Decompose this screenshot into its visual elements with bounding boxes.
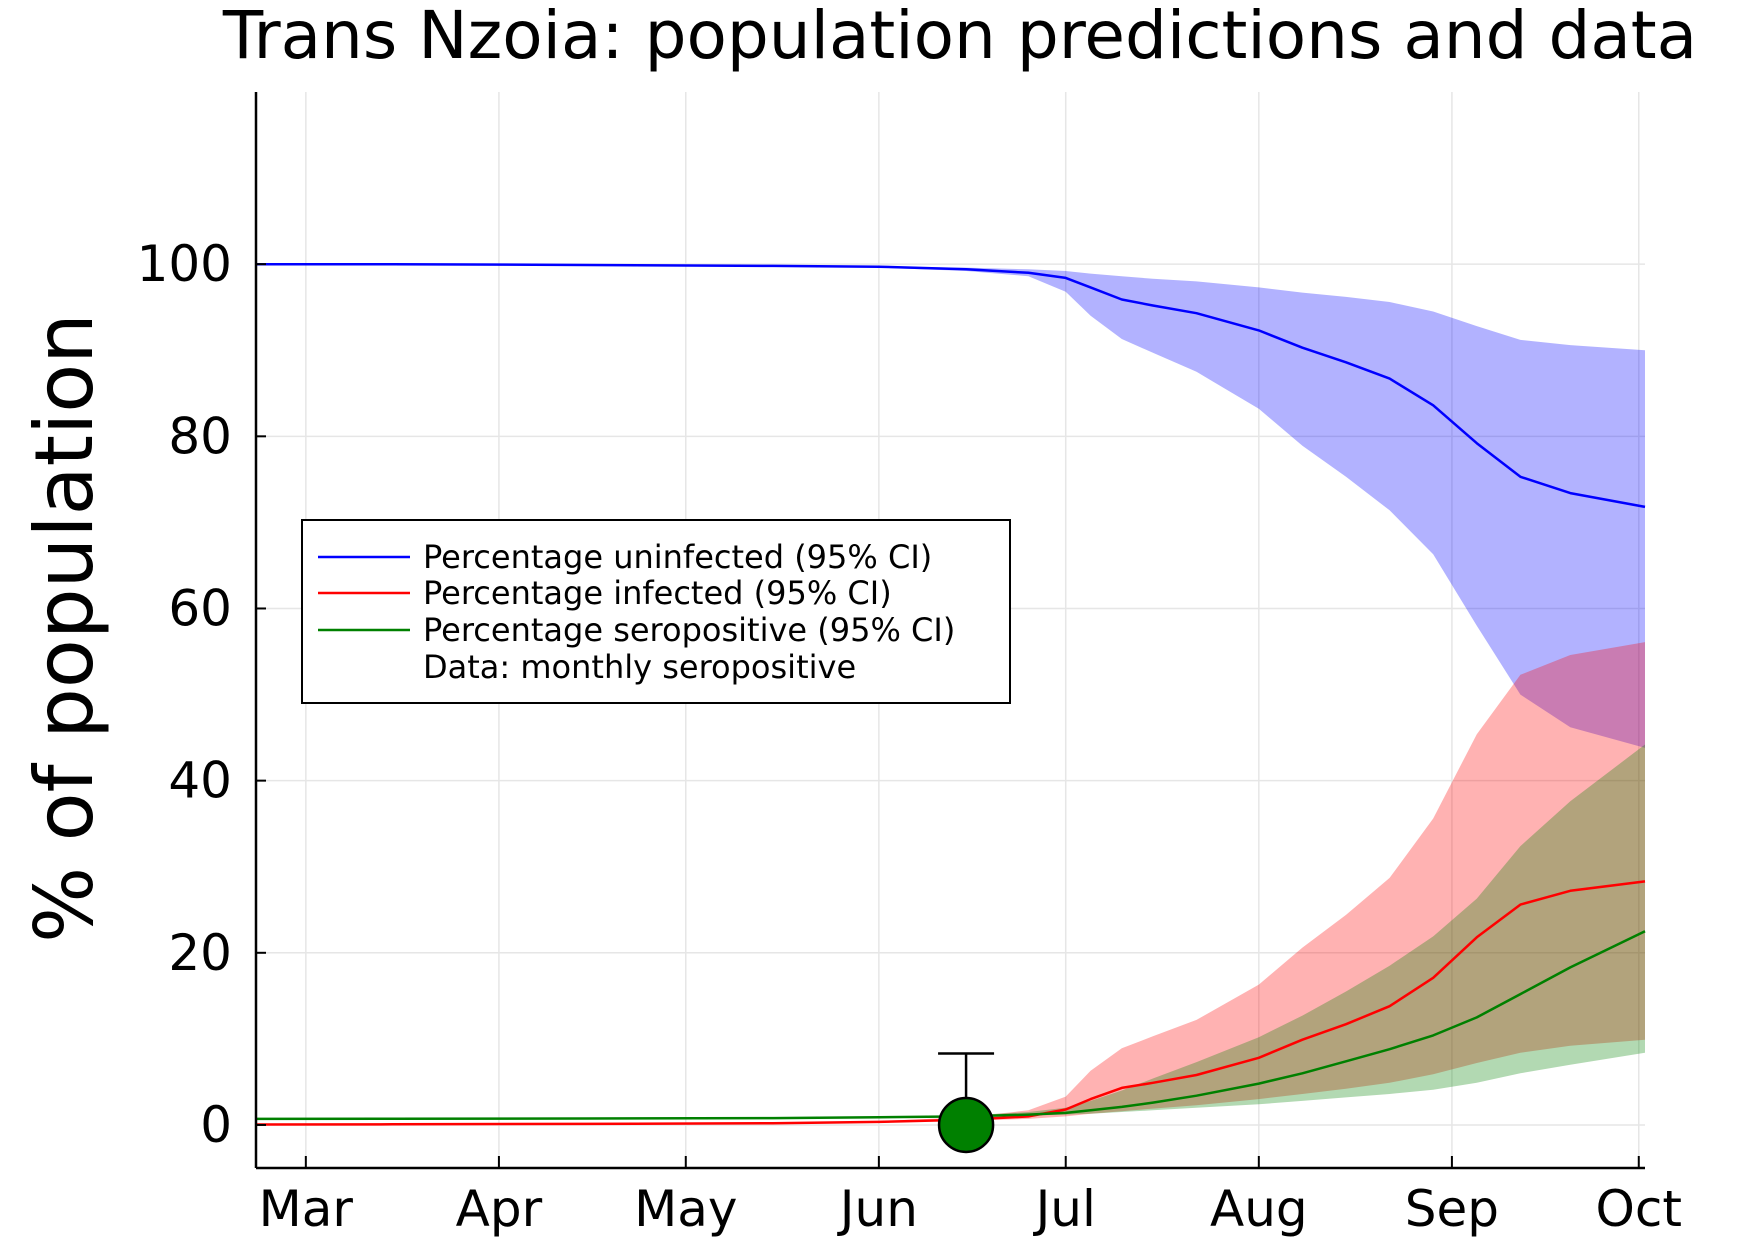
legend-label-infected: Percentage infected (95% CI) bbox=[423, 574, 892, 612]
x-tick-label: Apr bbox=[456, 1180, 543, 1238]
series-line-2 bbox=[255, 930, 1646, 1121]
legend-label-data: Data: monthly seropositive bbox=[423, 648, 856, 686]
confidence-bands bbox=[256, 264, 1645, 1125]
series-line-0 bbox=[256, 262, 1646, 509]
legend-label-seropositive: Percentage seropositive (95% CI) bbox=[423, 611, 955, 649]
legend-label-uninfected: Percentage uninfected (95% CI) bbox=[423, 538, 932, 576]
x-tick-label: Jul bbox=[1033, 1180, 1096, 1238]
x-tick-label: Sep bbox=[1405, 1180, 1499, 1238]
chart-title: Trans Nzoia: population predictions and … bbox=[222, 0, 1697, 74]
axes bbox=[254, 92, 1645, 1170]
y-axis-label: % of population bbox=[18, 313, 111, 943]
series-line-1 bbox=[255, 880, 1646, 1126]
x-tick-label: Jun bbox=[837, 1180, 918, 1238]
legend-box bbox=[301, 519, 1011, 704]
y-tick-label: 40 bbox=[168, 752, 232, 810]
legend: Percentage uninfected (95% CI) Percentag… bbox=[301, 519, 1011, 704]
tick-labels: 0 20 40 60 80 100 Mar Apr May Jun Jul Aug Sep Oct bbox=[137, 235, 1682, 1238]
x-tick-label: Oct bbox=[1596, 1180, 1682, 1238]
data-points bbox=[937, 1052, 995, 1154]
x-tick-label: Mar bbox=[259, 1180, 354, 1238]
ci-band-2 bbox=[256, 744, 1645, 1119]
ci-band-1 bbox=[256, 642, 1645, 1125]
series-lines bbox=[255, 262, 1646, 1126]
y-tick-label: 20 bbox=[168, 924, 232, 982]
y-tick-label: 0 bbox=[200, 1096, 232, 1154]
y-tick-label: 60 bbox=[168, 579, 232, 637]
x-tick-label: Aug bbox=[1210, 1180, 1308, 1238]
x-tick-label: May bbox=[634, 1180, 737, 1238]
data-point bbox=[937, 1096, 995, 1154]
y-tick-label: 100 bbox=[137, 235, 232, 293]
y-tick-label: 80 bbox=[168, 407, 232, 465]
ci-band-0 bbox=[256, 264, 1645, 748]
